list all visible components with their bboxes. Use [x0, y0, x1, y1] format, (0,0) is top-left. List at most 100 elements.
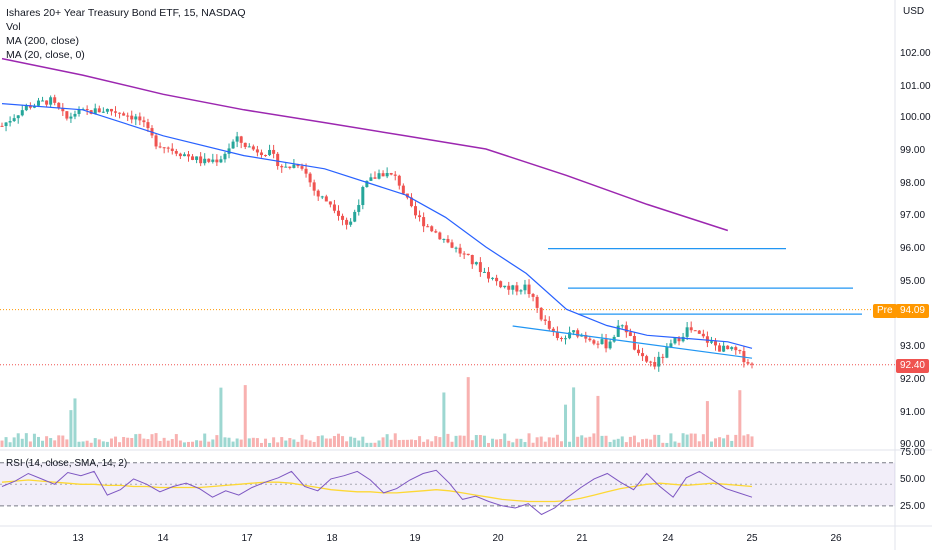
candle-body [430, 226, 434, 232]
candle-body [726, 345, 730, 350]
candle-body [69, 116, 73, 119]
volume-bar [531, 442, 535, 447]
candle-body [341, 215, 345, 220]
candle-body [142, 120, 146, 123]
candle-body [657, 356, 661, 367]
volume-bar [414, 440, 418, 447]
time-tick-label: 14 [157, 533, 169, 544]
candle-body [349, 221, 353, 225]
candle-body [519, 290, 523, 292]
volume-bar [559, 441, 563, 447]
candle-body [73, 113, 77, 117]
volume-bar [142, 438, 146, 447]
rsi-legend[interactable]: RSI (14, close, SMA, 14, 2) [6, 458, 128, 469]
volume-bar [620, 436, 624, 447]
candle-body [122, 113, 126, 116]
volume-bar [126, 437, 130, 447]
candle-body [328, 201, 332, 205]
volume-bar [564, 404, 568, 447]
volume-bar [65, 439, 69, 447]
candle-body [730, 347, 734, 350]
volume-bar [114, 436, 118, 447]
volume-bar [669, 433, 673, 447]
volume-bar [45, 436, 49, 447]
price-tick-label: 92.00 [900, 374, 925, 385]
candle-body [353, 211, 357, 222]
volume-bar [259, 442, 263, 447]
volume-bar [146, 439, 150, 447]
candle-body [61, 108, 65, 112]
volume-bar [722, 438, 726, 447]
candle-body [118, 112, 122, 114]
candle-body [300, 166, 304, 169]
candle-body [361, 187, 365, 206]
volume-bar [296, 441, 300, 447]
candle-body [442, 238, 446, 240]
candle-body [105, 108, 109, 112]
candle-body [36, 100, 40, 106]
candle-body [470, 254, 474, 265]
candle-body [718, 345, 722, 352]
legend-ma200[interactable]: MA (200, close) [6, 35, 79, 47]
volume-bar [24, 433, 28, 447]
volume-bar [162, 437, 166, 447]
candle-body [434, 231, 438, 233]
legend-title[interactable]: Ishares 20+ Year Treasury Bond ETF, 15, … [6, 7, 246, 19]
volume-bar [12, 437, 16, 447]
candle-body [515, 285, 519, 292]
volume-bar [499, 439, 503, 447]
candle-body [523, 284, 527, 291]
candle-body [454, 247, 458, 249]
candle-body [77, 109, 81, 114]
volume-bar [93, 438, 97, 447]
candle-body [426, 226, 430, 228]
volume-bar [199, 440, 203, 447]
price-tick-label: 99.00 [900, 145, 925, 156]
price-tick-label: 90.00 [900, 439, 925, 450]
volume-bar [409, 439, 413, 447]
candle-body [223, 153, 227, 160]
volume-bar [535, 437, 539, 447]
candle-body [195, 156, 199, 160]
legend-ma20[interactable]: MA (20, close, 0) [6, 49, 85, 61]
candle-body [750, 363, 754, 365]
volume-bar [4, 437, 8, 447]
legend-vol[interactable]: Vol [6, 21, 21, 33]
volume-bar [422, 441, 426, 447]
candle-body [738, 350, 742, 352]
volume-bar [341, 436, 345, 447]
candle-body [697, 330, 701, 334]
volume-bar [280, 437, 284, 447]
volume-bar [714, 438, 718, 447]
volume-bar [718, 437, 722, 447]
candle-body [636, 349, 640, 354]
price-tick-label: 95.00 [900, 276, 925, 287]
volume-bar [369, 442, 373, 447]
volume-bar [243, 385, 247, 447]
volume-bar [174, 434, 178, 447]
candle-body [401, 185, 405, 194]
candle-body [669, 343, 673, 347]
volume-bar [503, 433, 507, 447]
volume-bar [223, 437, 227, 447]
volume-bar [308, 440, 312, 447]
volume-bar [361, 436, 365, 447]
candle-body [604, 339, 608, 349]
candle-body [414, 206, 418, 216]
volume-bar [276, 442, 280, 447]
volume-bar [284, 440, 288, 447]
volume-bar [373, 442, 377, 447]
volume-bar [401, 439, 405, 447]
volume-bar [81, 441, 85, 447]
volume-bar [653, 434, 657, 447]
time-tick-label: 17 [241, 533, 253, 544]
volume-bar [353, 437, 357, 447]
volume-bar [255, 438, 259, 447]
price-tick-label: 93.00 [900, 341, 925, 352]
volume-bar [523, 442, 527, 447]
volume-bar [247, 438, 251, 447]
candle-body [559, 338, 563, 340]
volume-bar [689, 433, 693, 447]
